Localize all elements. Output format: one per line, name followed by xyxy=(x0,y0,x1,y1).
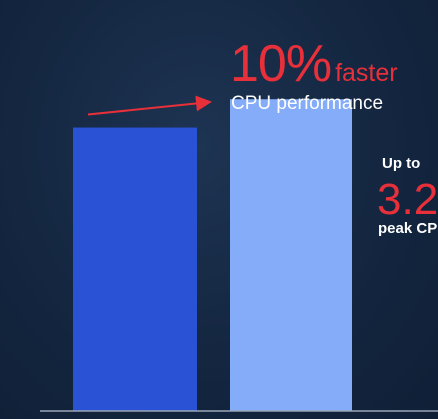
headline-percent: 10% xyxy=(230,35,332,93)
increase-arrow xyxy=(87,95,212,116)
bar-previous-gen xyxy=(73,127,197,411)
callout-caption: peak CP xyxy=(378,220,438,237)
headline-faster: faster xyxy=(335,59,398,87)
headline: 10% faster xyxy=(230,38,398,90)
callout-value: 3.2 xyxy=(377,175,438,224)
bar-current-gen xyxy=(230,99,352,411)
callout-prefix: Up to xyxy=(382,155,421,172)
headline-subtitle: CPU performance xyxy=(231,93,384,114)
